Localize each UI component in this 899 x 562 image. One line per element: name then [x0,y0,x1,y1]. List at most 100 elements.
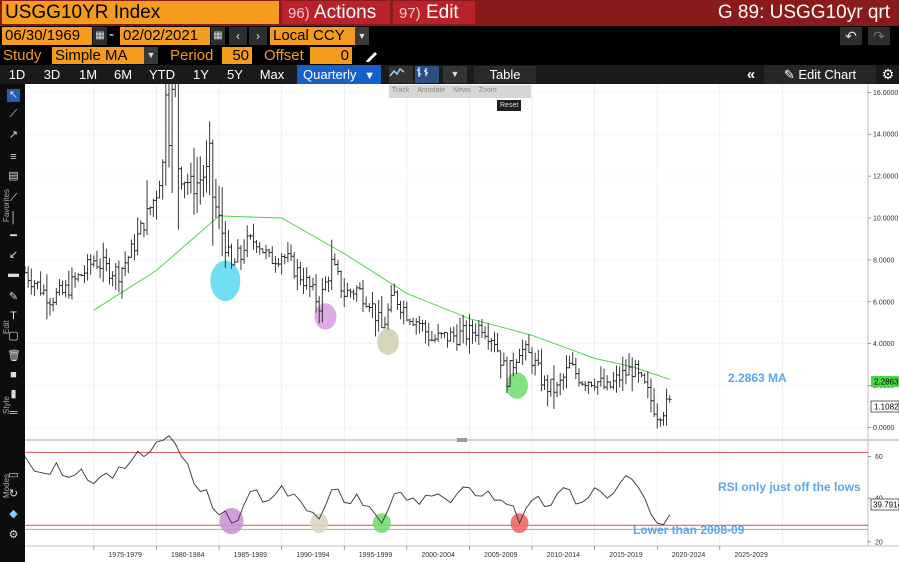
chart-area[interactable]: 16.0000 14.0000 12.0000 10.0000 8.0000 6.0000… [25,84,899,562]
rsi-reference-lines [25,451,868,530]
reset-button[interactable]: Reset [497,100,522,111]
ma-value-tag-bg [871,376,899,387]
refresh-icon[interactable]: ↻ [8,488,19,500]
y-axis-main: 16.0000 14.0000 12.0000 10.0000 8.0000 6.0000… [867,84,898,546]
panel-icon[interactable]: ▭ [8,469,19,481]
news-button[interactable]: News [453,87,471,94]
x-tick-label: 2005-2009 [484,552,518,559]
range-button-6m[interactable]: 6M [113,67,133,82]
end-date-field[interactable]: 02/02/2021 [120,27,210,45]
period-field[interactable]: 50 [222,47,252,64]
table-button[interactable]: Table [474,66,536,83]
x-tick-label: 1990-1994 [296,552,330,559]
calendar-icon[interactable]: ▦ [93,27,107,45]
ma-line [93,215,670,381]
range-toolbar: 1D 3D 1M 6M YTD 1Y 5Y Max Quarterly ▼ ▼ … [0,65,899,84]
edit-menu[interactable]: 97) Edit ▼ [393,1,475,42]
currency-field[interactable]: Local CCY [270,27,355,45]
ohlc-bars-icon[interactable] [415,66,439,83]
left-toolbar: ↖ ⟋ ↗ ≡ ▤ ⟋ │ ━ ↙ ▬ ✎ T ▢ 🗑 ■ ▮ ═ ▭ ↻ ◆ … [0,84,25,562]
x-tick-label: 2015-2019 [609,552,643,559]
rsi-value-tag: 39.7914 [873,501,899,510]
rsi-y-tick-label: 20 [875,539,883,546]
rsi-highlight-circles [219,507,529,535]
next-arrow-icon[interactable]: › [249,27,267,45]
box-icon[interactable]: ▢ [8,330,19,342]
range-button-1y[interactable]: 1Y [193,67,209,82]
stop-icon[interactable]: ■ [10,369,17,381]
color-icon[interactable]: ▮ [10,388,17,400]
rsi-annotation-2008: Lower than 2008-09 [633,523,745,537]
horizontal-line-icon[interactable]: ━ [10,230,17,242]
range-button-1m[interactable]: 1M [78,67,98,82]
chevron-down-icon: ▼ [364,70,375,82]
chevron-down-icon[interactable]: ▼ [355,27,369,45]
rsi-highlight-circle [219,507,244,535]
range-button-5y[interactable]: 5Y [227,67,243,82]
gear-icon[interactable]: ⚙ [8,529,19,541]
rsi-value-tag-bg [870,498,899,511]
x-axis: 1975-1979 1980-1984 1985-1989 1990-1994 1995… [93,546,768,559]
collapse-icon[interactable]: « [746,66,756,83]
study-field[interactable]: Simple MA [52,47,144,64]
favorites-section-label: Favorites [2,189,11,222]
edit-chart-button[interactable]: ✎ Edit Chart [764,65,876,84]
offset-field[interactable]: 0 [310,47,352,64]
trash-icon[interactable]: 🗑 [7,350,21,362]
price-chart[interactable]: 16.0000 14.0000 12.0000 10.0000 8.0000 6.0000… [25,84,899,562]
arrow-icon[interactable]: ↙ [8,249,19,261]
line-chart-icon[interactable] [389,66,413,83]
range-button-1d[interactable]: 1D [8,67,26,82]
period-label: Period [170,47,214,64]
last-price-tag: 1.1082 [874,403,899,412]
start-date-field[interactable]: 06/30/1969 [2,27,92,45]
range-button-max[interactable]: Max [259,67,285,82]
x-tick-label: 1980-1984 [171,552,205,559]
vertical-line-icon[interactable]: │ [10,212,17,224]
previous-arrow-icon[interactable]: ‹ [229,27,247,45]
highlight-circle [377,328,400,355]
ticker-field[interactable]: USGG10YR Index [2,1,279,24]
calendar-icon[interactable]: ▦ [211,27,225,45]
multi-line-icon[interactable]: ▬ [8,268,19,280]
modes-section-label: Modes [2,473,11,498]
style-icon[interactable]: ═ [9,407,18,419]
brush-icon[interactable]: ✎ [8,291,19,303]
range-button-3d[interactable]: 3D [43,67,61,82]
y-tick-label: 10.0000 [873,216,898,223]
undo-icon[interactable]: ↶ [840,27,862,45]
zoom-button[interactable]: Zoom [478,87,497,94]
draw-line-icon[interactable]: ⟋ [9,108,18,120]
annotate-button[interactable]: Annotate [417,87,446,94]
actions-menu[interactable]: 96) Actions ▼ [282,1,390,42]
ray-icon[interactable]: ⟋ [9,192,18,204]
resize-handle[interactable] [457,438,467,442]
trend-icon[interactable]: ↗ [8,129,19,141]
last-price-tag-bg [870,400,899,413]
pencil-icon[interactable] [364,48,380,63]
edit-section-label: Edit [2,320,11,334]
x-tick-label: 1985-1989 [234,552,268,559]
chevron-down-icon[interactable]: ▼ [144,47,158,64]
edit-label: Edit [425,2,459,23]
title-bar: USGG10YR Index 96) Actions ▼ 97) Edit ▼ … [0,0,899,42]
pencil-icon: ✎ [783,67,795,82]
frequency-dropdown[interactable]: Quarterly ▼ [297,65,381,84]
x-tick-label: 2010-2014 [547,552,581,559]
x-tick-label: 2000-2004 [421,552,455,559]
track-button[interactable]: Track [392,87,410,94]
channel-icon[interactable]: ▤ [8,170,19,182]
text-icon[interactable]: T [10,310,17,322]
cursor-icon[interactable]: ↖ [7,89,20,102]
redo-icon[interactable]: ↷ [868,27,890,45]
edit-chart-label: Edit Chart [798,67,857,82]
fib-icon[interactable]: ≡ [10,151,17,163]
range-button-ytd[interactable]: YTD [149,67,175,82]
rsi-line [25,435,671,526]
chevron-down-icon[interactable]: ▼ [443,66,467,83]
style-section-label: Style [2,396,11,414]
date-dash: - [109,26,114,43]
gear-icon[interactable]: ⚙ [881,66,895,82]
palette-icon[interactable]: ◆ [9,508,18,520]
edit-number: 97) [399,5,421,22]
